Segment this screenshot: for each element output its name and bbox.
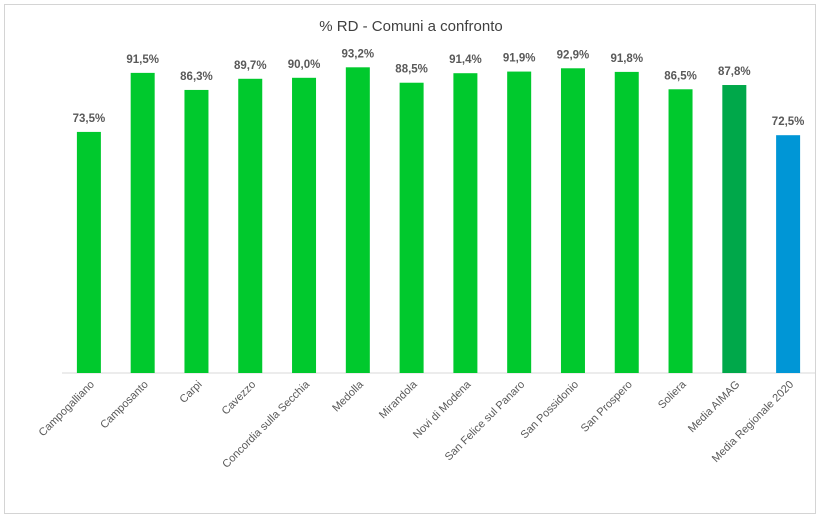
bar-3 <box>238 78 263 373</box>
bar-8 <box>507 71 532 374</box>
data-label-12: 87,8% <box>718 66 751 78</box>
bar-12 <box>722 85 747 374</box>
bar-10 <box>614 71 639 374</box>
bar-5 <box>345 67 370 373</box>
category-label-4: Concordia sulla Secchia <box>220 378 313 471</box>
data-label-5: 93,2% <box>342 48 375 60</box>
data-label-9: 92,9% <box>557 49 590 61</box>
category-label-9: San Possidonio <box>519 379 582 442</box>
data-label-6: 88,5% <box>395 64 428 76</box>
bar-1 <box>130 72 155 373</box>
data-label-0: 73,5% <box>73 113 106 125</box>
data-label-13: 72,5% <box>772 116 805 128</box>
data-label-11: 86,5% <box>664 70 697 82</box>
chart-title: % RD - Comuni a confronto <box>319 18 503 35</box>
category-label-5: Medolla <box>330 378 366 414</box>
category-label-1: Camposanto <box>98 379 151 432</box>
bar-9 <box>560 68 585 374</box>
data-label-10: 91,8% <box>610 53 643 65</box>
category-label-12: Media AIMAG <box>686 379 742 435</box>
bar-0 <box>76 131 101 373</box>
category-label-0: Campogalliano <box>37 379 97 439</box>
bar-13 <box>776 135 801 373</box>
data-label-8: 91,9% <box>503 53 536 65</box>
bar-7 <box>453 73 478 373</box>
category-label-11: Soliera <box>656 378 689 411</box>
data-label-4: 90,0% <box>288 59 321 71</box>
bar-6 <box>399 82 424 373</box>
bar-4 <box>292 77 317 374</box>
category-label-2: Carpi <box>178 379 205 406</box>
category-label-6: Mirandola <box>377 378 420 421</box>
bar-2 <box>184 89 209 373</box>
category-label-3: Cavezzo <box>220 379 259 418</box>
data-label-3: 89,7% <box>234 60 267 72</box>
category-label-10: San Prospero <box>579 379 635 435</box>
data-label-2: 86,3% <box>180 71 213 83</box>
data-label-7: 91,4% <box>449 54 482 66</box>
data-label-1: 91,5% <box>126 54 159 66</box>
bar-11 <box>668 89 693 373</box>
